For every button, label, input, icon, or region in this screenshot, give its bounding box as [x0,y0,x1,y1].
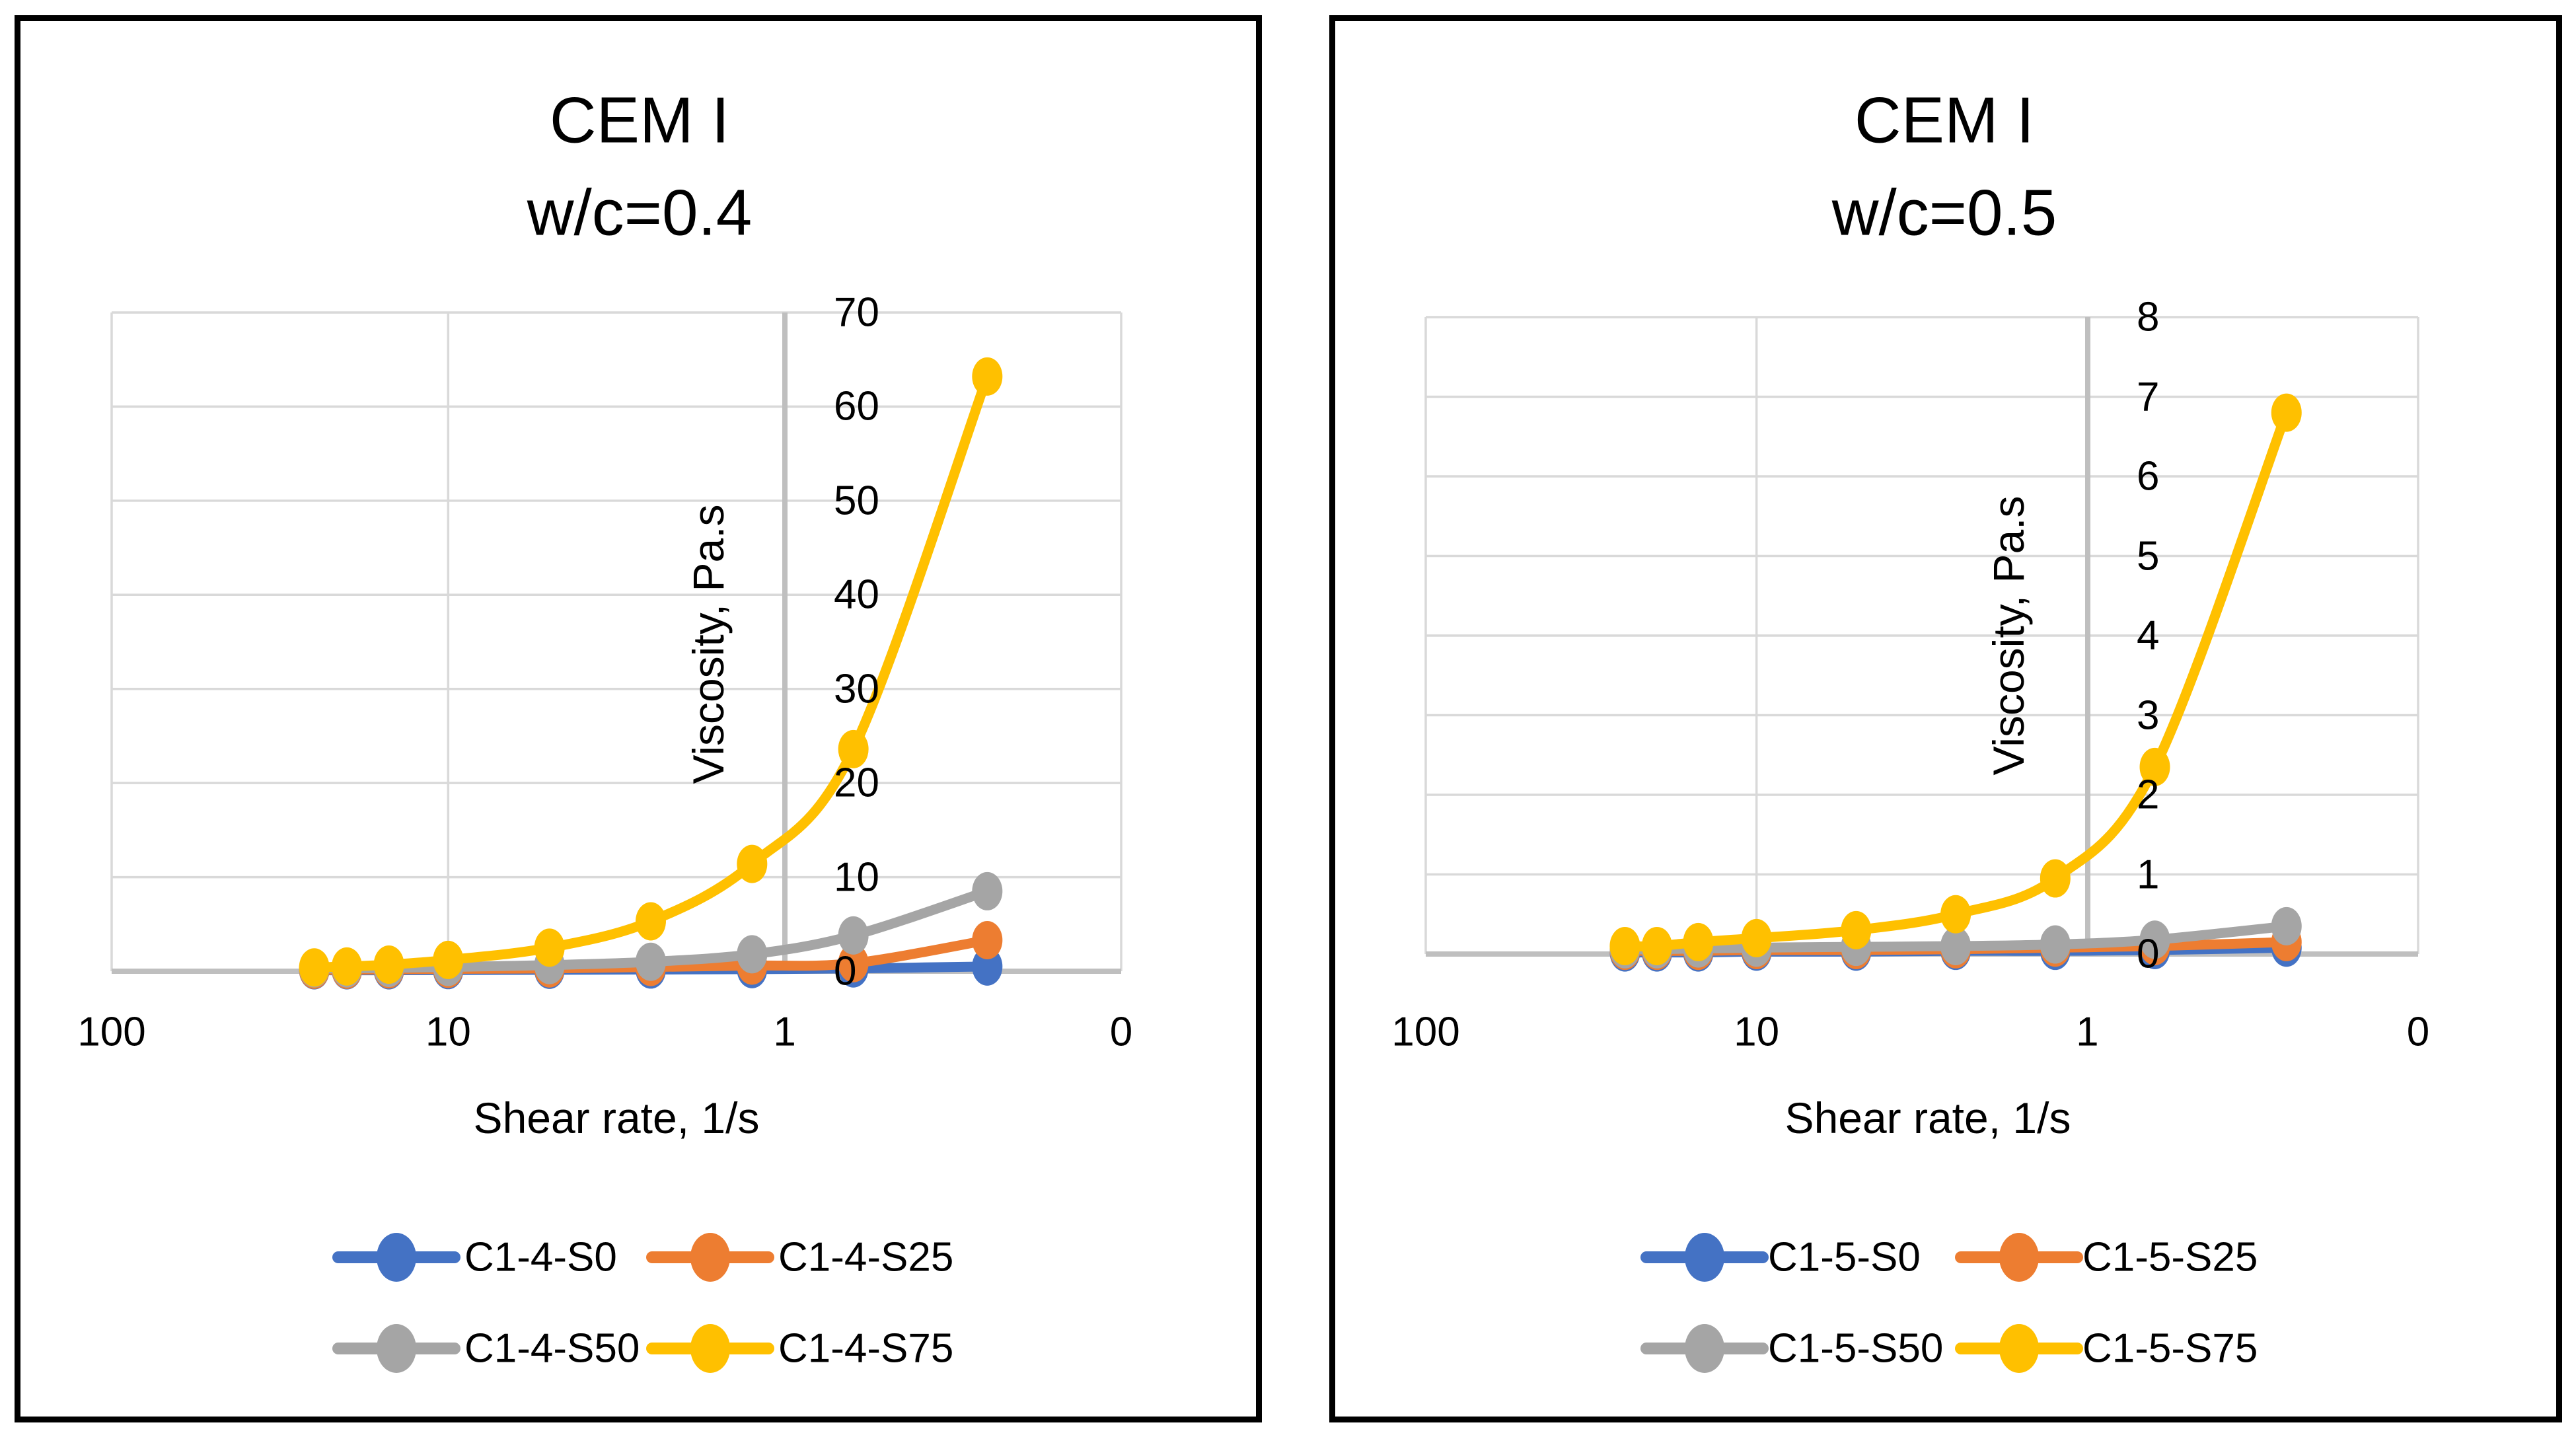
legend-item-label: C1-5-S0 [1768,1234,1921,1280]
chart-title: CEM I [1854,83,2035,157]
legend-item-label: C1-4-S0 [464,1234,617,1280]
y-tick-label: 1 [2137,852,2160,897]
x-axis-title: Shear rate, 1/s [1785,1093,2071,1142]
data-marker-C1-4-S75 [838,729,869,768]
data-marker-C1-4-S75 [332,947,363,986]
chart-title: CEM I [549,83,730,157]
y-axis-title: Viscosity, Pa.s [684,504,733,784]
right-chart-panel [1329,15,2562,1422]
left-chart-panel [15,15,1262,1422]
data-marker-C1-4-S75 [972,357,1003,396]
legend-marker-C1-4-S25 [690,1233,730,1282]
y-tick-label: 4 [2137,612,2160,659]
data-marker-C1-4-S75 [534,928,565,967]
series-line-C1-4-S75 [309,371,992,973]
data-marker-C1-4-S50 [635,942,666,981]
legend-marker-C1-4-S0 [377,1233,416,1282]
data-marker-C1-5-S75 [1683,922,1714,961]
y-tick-label: 8 [2137,294,2160,340]
data-marker-C1-4-S75 [299,948,330,987]
data-marker-C1-5-S75 [1609,926,1640,965]
legend-marker-C1-5-S0 [1685,1233,1724,1282]
data-marker-C1-5-S50 [1940,926,1971,965]
legend-marker-C1-4-S50 [377,1324,416,1373]
data-marker-C1-4-S0 [972,947,1003,986]
legend-item-label: C1-5-S25 [2082,1234,2258,1280]
data-marker-C1-4-S75 [737,844,768,883]
data-marker-C1-5-S50 [2040,925,2071,964]
data-marker-C1-5-S75 [1641,926,1672,965]
x-tick-label: 100 [1391,1009,1460,1055]
y-tick-label: 70 [834,289,879,336]
y-tick-label: 3 [2137,692,2160,738]
chart-subtitle: w/c=0.5 [1831,176,2057,249]
legend-marker-C1-5-S75 [1999,1324,2039,1373]
y-tick-label: 20 [834,760,879,806]
x-tick-label: 100 [77,1009,146,1055]
x-tick-label: 0 [1109,1009,1133,1055]
x-axis-title: Shear rate, 1/s [473,1093,760,1142]
data-marker-C1-4-S75 [373,945,404,984]
x-tick-label: 1 [2076,1009,2099,1055]
data-marker-C1-4-S75 [433,940,464,979]
y-tick-label: 2 [2137,772,2160,818]
x-tick-label: 1 [773,1009,796,1055]
data-marker-C1-5-S50 [2271,906,2302,945]
y-tick-label: 10 [834,854,879,901]
data-marker-C1-4-S50 [737,935,768,974]
y-tick-label: 0 [834,948,857,994]
legend-item-label: C1-5-S75 [2082,1325,2258,1372]
data-marker-C1-4-S50 [972,871,1003,910]
data-marker-C1-4-S50 [838,916,869,955]
data-marker-C1-4-S75 [635,902,666,941]
y-axis-title: Viscosity, Pa.s [1984,496,2033,776]
y-tick-label: 60 [834,383,879,429]
legend-item-label: C1-4-S25 [778,1234,954,1280]
data-marker-C1-5-S50 [2139,920,2170,959]
y-tick-label: 5 [2137,533,2160,579]
y-tick-label: 50 [834,478,879,524]
data-marker-C1-5-S75 [2139,747,2170,786]
legend-item-label: C1-4-S75 [778,1325,954,1372]
data-marker-C1-5-S75 [2271,393,2302,432]
y-tick-label: 30 [834,666,879,712]
legend-marker-C1-4-S75 [690,1324,730,1373]
data-marker-C1-5-S75 [2040,859,2071,898]
data-marker-C1-5-S75 [1940,895,1971,934]
data-marker-C1-4-S25 [838,943,869,982]
data-marker-C1-5-S75 [1741,918,1772,957]
legend-marker-C1-5-S50 [1685,1324,1724,1373]
chart-subtitle: w/c=0.4 [527,176,753,249]
y-tick-label: 40 [834,571,879,618]
series-line-C1-5-S75 [1619,408,2292,951]
data-marker-C1-5-S75 [1841,910,1872,949]
legend-marker-C1-5-S25 [1999,1233,2039,1282]
legend-item-label: C1-5-S50 [1768,1325,1944,1372]
x-tick-label: 0 [2406,1009,2430,1055]
y-tick-label: 0 [2137,931,2160,977]
data-marker-C1-4-S25 [972,920,1003,959]
legend-item-label: C1-4-S50 [464,1325,640,1372]
x-tick-label: 10 [425,1009,471,1055]
x-tick-label: 10 [1734,1009,1780,1055]
y-tick-label: 6 [2137,453,2160,499]
y-tick-label: 7 [2137,374,2160,420]
